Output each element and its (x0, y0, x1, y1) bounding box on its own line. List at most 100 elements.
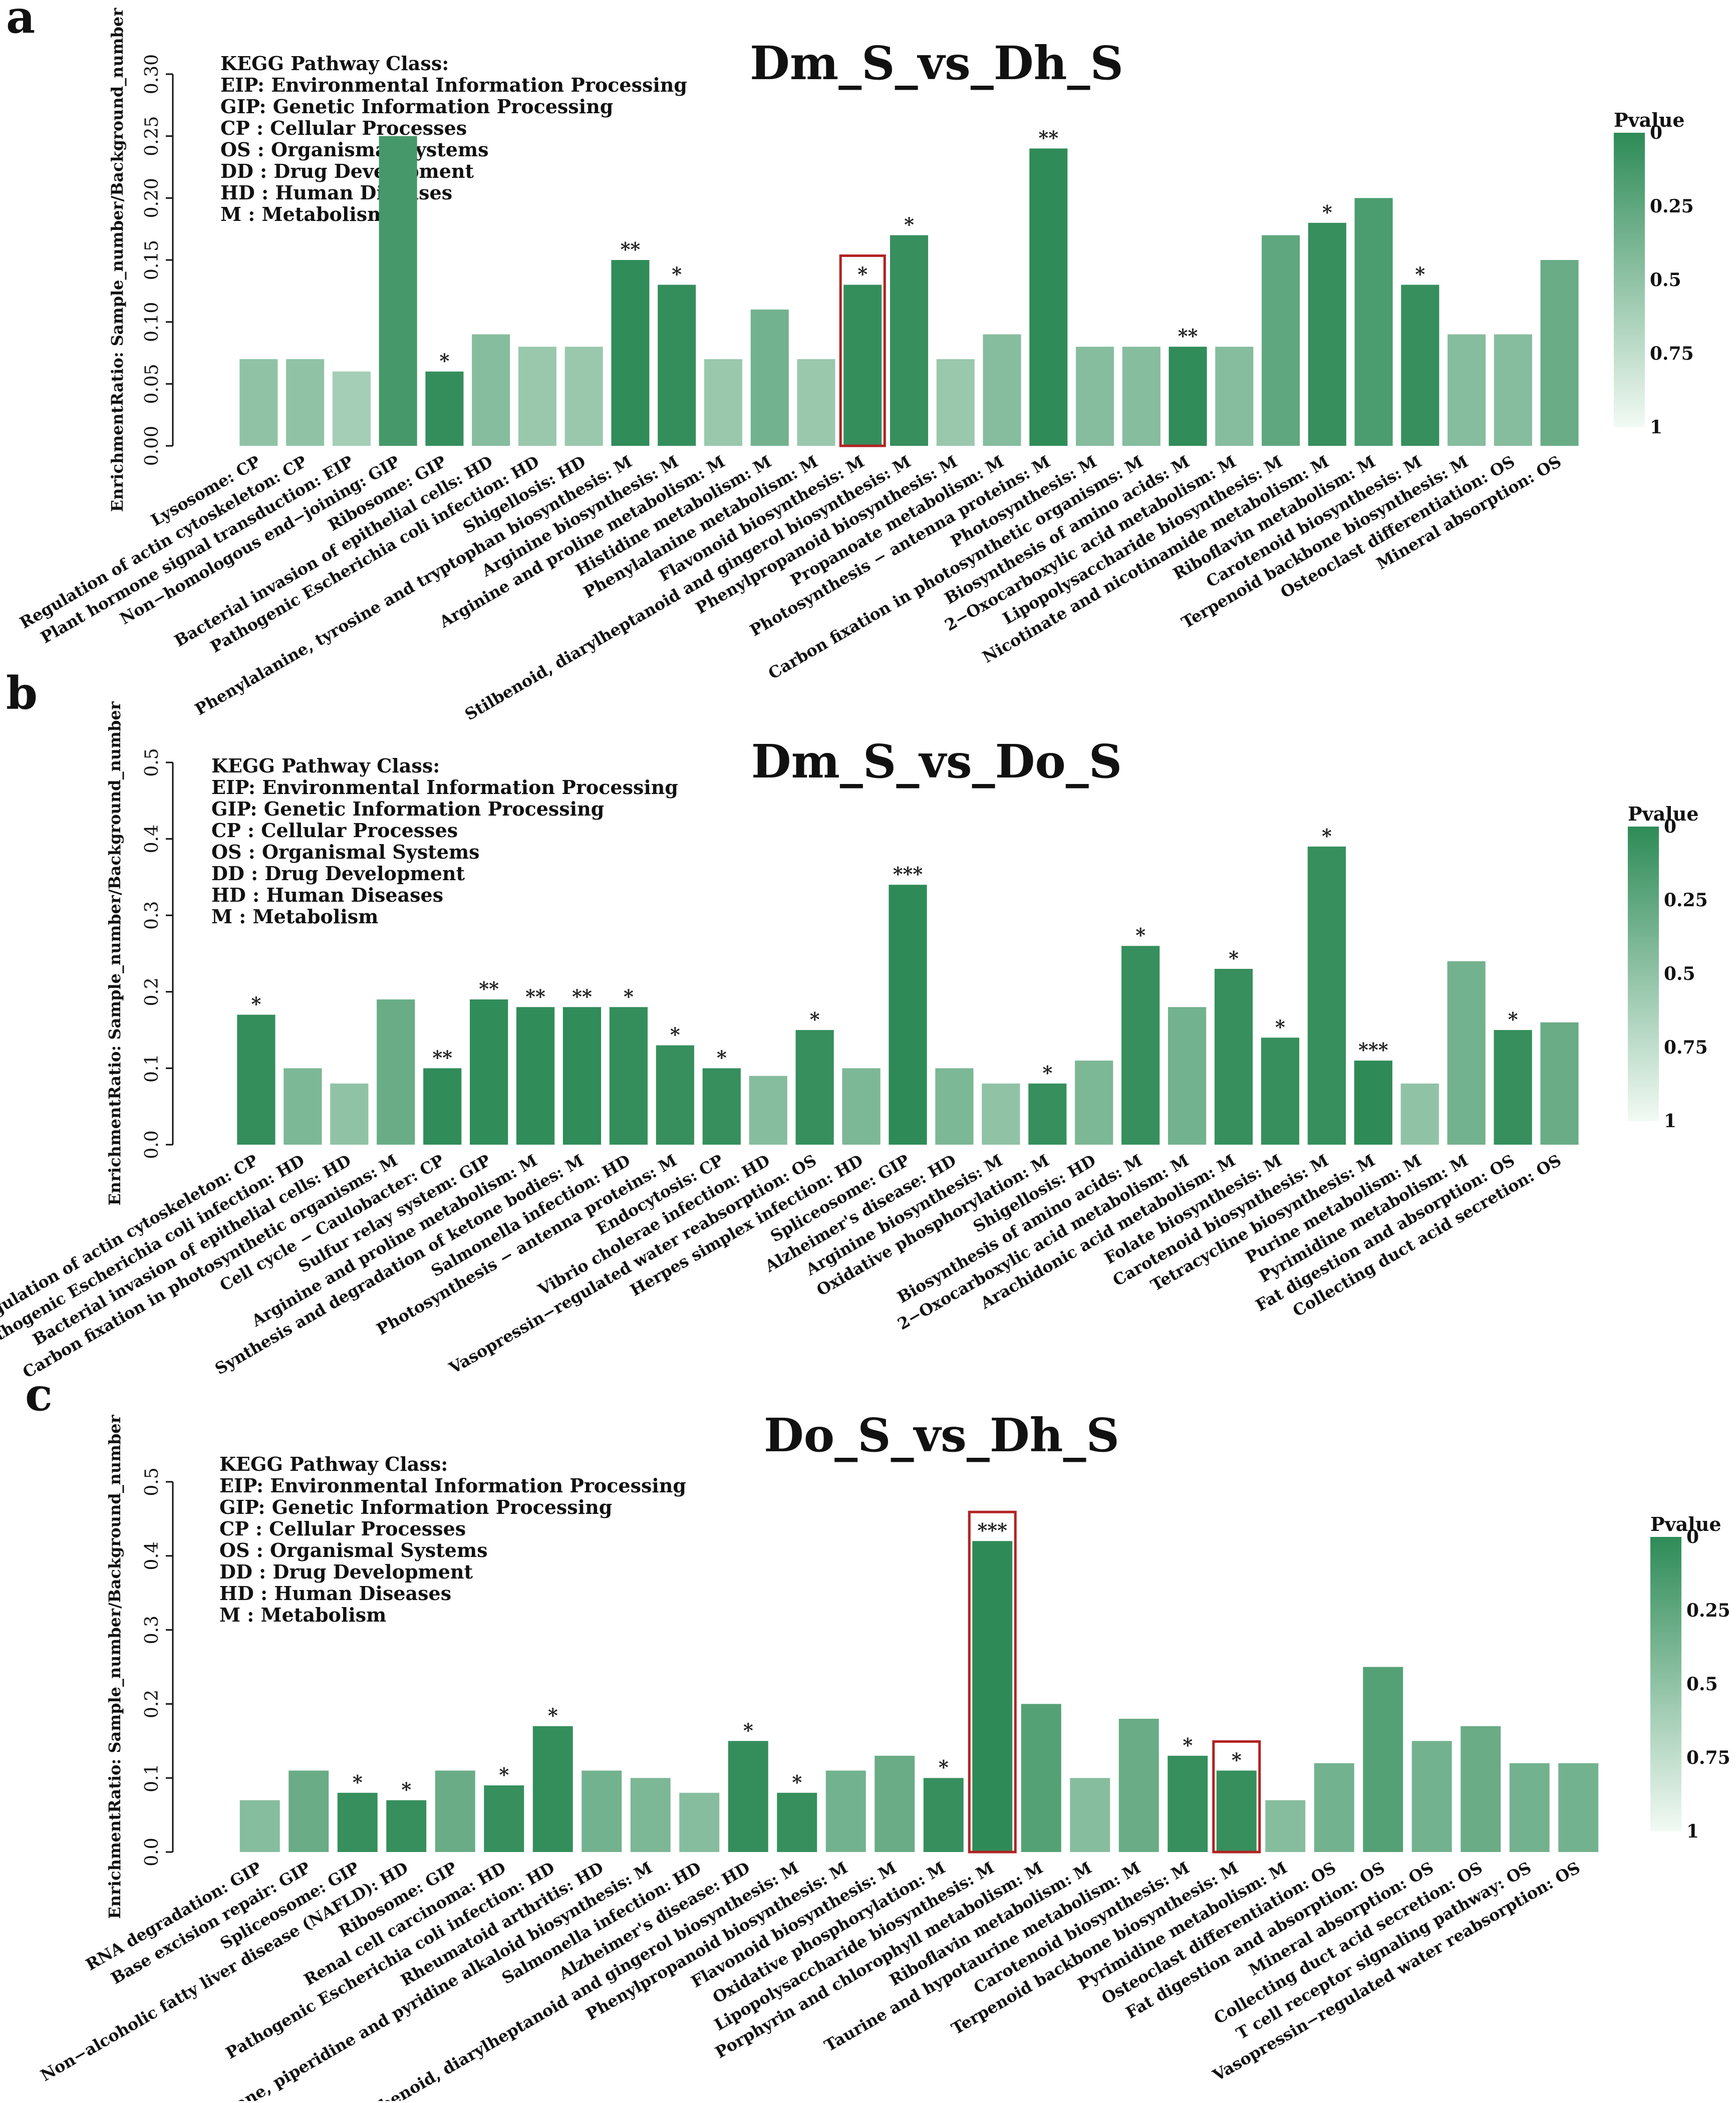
pathway-class-legend: KEGG Pathway Class:EIP: Environmental In… (220, 52, 687, 225)
bar (1447, 961, 1486, 1145)
bar (1168, 1007, 1207, 1145)
bar (337, 1792, 378, 1852)
bar (1122, 347, 1161, 446)
y-tick-label: 0.5 (142, 1467, 162, 1496)
bar (1558, 1763, 1599, 1852)
panel-b: b Dm_S_vs_Do_S KEGG Pathway Class:EIP: E… (0, 667, 1708, 1382)
x-tick-label: Plant hormone signal transduction: EIP (37, 452, 356, 647)
legend-line: KEGG Pathway Class: (211, 754, 440, 777)
bar (425, 371, 464, 446)
legend-line: M : Metabolism (220, 203, 387, 225)
bar (658, 285, 696, 446)
bar (795, 1030, 834, 1145)
bar (1076, 347, 1114, 446)
significance-mark: * (401, 1778, 411, 1801)
legend-line: OS : Organismal Systems (220, 138, 489, 161)
legend-line: HD : Human Diseases (211, 884, 443, 906)
significance-mark: ** (525, 985, 545, 1007)
significance-mark: * (251, 993, 261, 1015)
bar (435, 1770, 475, 1852)
legend-line: KEGG Pathway Class: (220, 52, 449, 75)
y-axis: 0.00 0.05 0.10 0.15 0.20 0.25 0.30 EnrichmentRa… (108, 8, 174, 512)
y-axis-title: EnrichmentRatio: Sample_number/Backgroun… (108, 8, 127, 512)
bar (237, 1014, 275, 1145)
legend-line: EIP: Environmental Information Processin… (220, 74, 687, 96)
significance-mark: * (1135, 924, 1145, 946)
significance-mark: * (1508, 1008, 1518, 1030)
legend-line: GIP: Genetic Information Processing (220, 95, 613, 118)
significance-mark: * (717, 1046, 727, 1069)
significance-mark: * (670, 1023, 680, 1046)
legend-line: CP : Cellular Processes (220, 117, 467, 139)
significance-mark: * (1232, 1748, 1242, 1771)
legend-line: GIP: Genetic Information Processing (211, 798, 604, 820)
bar (1494, 334, 1532, 446)
bar (843, 285, 882, 446)
bar (562, 1007, 602, 1145)
bar (936, 359, 975, 446)
bar (1070, 1778, 1110, 1852)
bar (1461, 1726, 1501, 1852)
bar (1168, 1755, 1208, 1852)
significance-mark: ** (572, 985, 592, 1007)
bar (1448, 334, 1486, 446)
pathway-class-legend: KEGG Pathway Class:EIP: Environmental In… (219, 1453, 686, 1626)
legend-line: DD : Drug Development (220, 160, 474, 182)
bar (330, 1083, 369, 1145)
bar (1308, 222, 1346, 446)
bar (532, 1726, 573, 1852)
bar (239, 1800, 280, 1852)
colorbar-tick: 0.25 (1664, 890, 1708, 911)
bar (750, 309, 789, 446)
bar (1169, 347, 1207, 446)
bar (777, 1792, 817, 1852)
colorbar-tick: 0.75 (1686, 1747, 1730, 1768)
significance-mark: * (624, 985, 634, 1007)
bar (472, 334, 510, 446)
significance-mark: * (810, 1008, 820, 1030)
legend-line: DD : Drug Development (211, 862, 465, 885)
y-tick-label: 0.3 (142, 901, 162, 930)
bar (423, 1068, 462, 1145)
y-axis: 0.0 0.1 0.2 0.3 0.4 0.5 EnrichmentRatio: Sampl… (105, 701, 174, 1206)
significance-mark: * (1322, 201, 1332, 223)
significance-mark: * (548, 1704, 558, 1727)
y-tick-label: 0.25 (142, 116, 162, 156)
bar (935, 1068, 974, 1145)
colorbar-title: Pvalue (1614, 109, 1685, 131)
bar (1029, 148, 1068, 446)
colorbar-tick: 1 (1650, 417, 1662, 438)
y-axis: 0.0 0.1 0.2 0.3 0.4 0.5 EnrichmentRatio: Sampl… (105, 1414, 174, 1919)
colorbar-tick: 0 (1686, 1526, 1699, 1547)
significance-mark: * (439, 350, 449, 372)
legend-line: CP : Cellular Processes (211, 819, 458, 842)
bar (484, 1785, 524, 1852)
legend-line: CP : Cellular Processes (219, 1517, 466, 1540)
chart-title: Dm_S_vs_Do_S (751, 734, 1122, 788)
colorbar-title: Pvalue (1628, 803, 1699, 825)
y-tick-label: 0.20 (142, 178, 162, 218)
significance-mark: * (672, 262, 682, 285)
significance-mark: * (939, 1756, 949, 1778)
bar (1216, 1770, 1257, 1852)
panel-c: c Do_S_vs_Dh_S KEGG Pathway Class:EIP: E… (25, 1368, 1730, 2103)
bar (1509, 1763, 1550, 1852)
bar (825, 1770, 866, 1852)
bar (1401, 285, 1439, 446)
significance-mark: * (1042, 1062, 1052, 1084)
legend-line: DD : Drug Development (219, 1560, 473, 1583)
bar (1540, 260, 1579, 446)
bar (679, 1792, 720, 1852)
y-tick-label: 0.15 (142, 240, 162, 280)
bar (564, 347, 603, 446)
bar (1118, 1718, 1159, 1852)
bar (611, 260, 650, 446)
y-tick-label: 0.10 (142, 302, 162, 342)
colorbar-tick: 0.5 (1686, 1674, 1718, 1695)
colorbar-tick: 0.75 (1664, 1037, 1708, 1058)
colorbar-gradient (1614, 133, 1645, 427)
bar (797, 359, 835, 446)
